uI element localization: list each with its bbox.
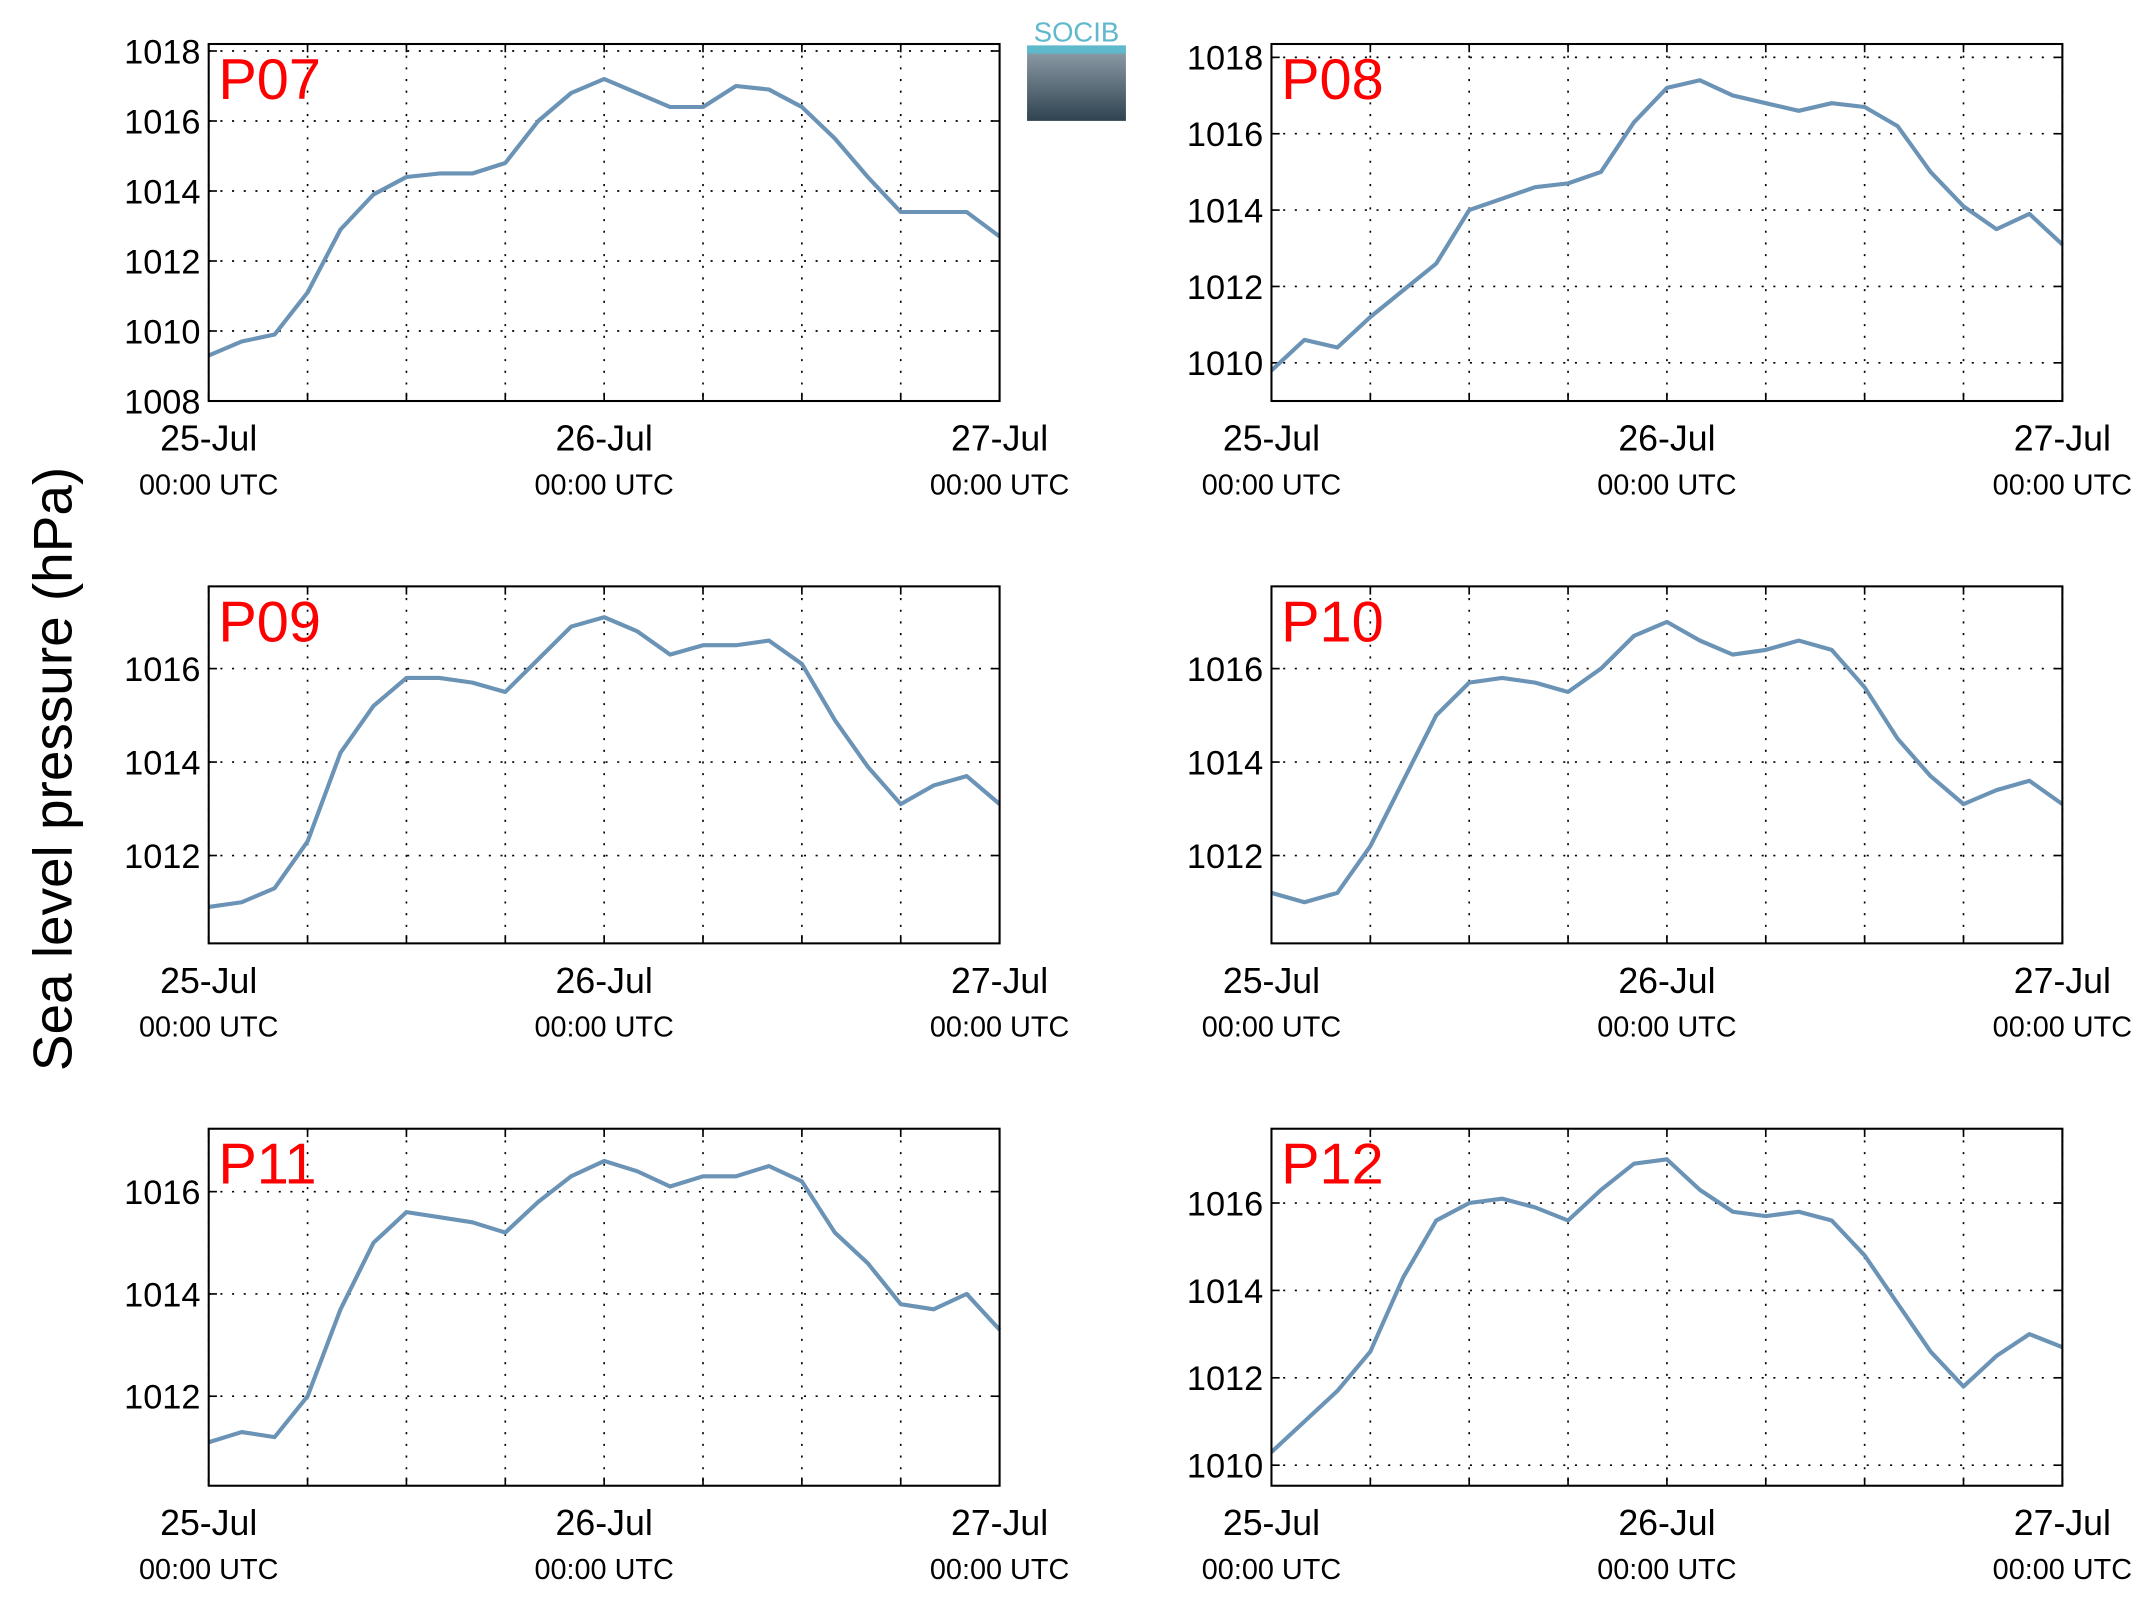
y-tick-label: 1016 [1187, 116, 1263, 154]
panel-label: P12 [1281, 1133, 1384, 1197]
panel: 1012 1014 1016 25-Jul 00:00 UTC 26-Jul 00:00 U… [124, 585, 1069, 1044]
x-tick-sublabel: 00:00 UTC [930, 469, 1069, 501]
x-tick-label: 26-Jul [556, 1503, 653, 1543]
data-line [1270, 1157, 2064, 1454]
axes-frame [1270, 585, 2064, 945]
data-line [1270, 78, 2064, 372]
y-tick-label: 1012 [1187, 1360, 1263, 1398]
x-tick-sublabel: 00:00 UTC [1993, 469, 2132, 501]
y-tick-label: 1012 [1187, 838, 1263, 876]
panel: 1012 1014 1016 25-Jul 00:00 UTC 26-Jul 00:00 U… [124, 1127, 1069, 1586]
y-tick-label: 1018 [1187, 40, 1263, 78]
x-tick-sublabel: 00:00 UTC [139, 469, 278, 501]
x-tick-sublabel: 00:00 UTC [534, 1554, 673, 1586]
y-tick-label: 1012 [124, 838, 200, 876]
y-tick-label: 1014 [1187, 192, 1263, 230]
x-tick-label: 25-Jul [1223, 961, 1320, 1001]
data-line [208, 615, 1001, 909]
y-tick-label: 1018 [124, 33, 200, 71]
x-tick-label: 27-Jul [2014, 418, 2111, 458]
x-tick-sublabel: 00:00 UTC [1202, 1012, 1341, 1044]
logo-block [1027, 52, 1126, 121]
x-tick-sublabel: 00:00 UTC [139, 1012, 278, 1044]
x-tick-label: 25-Jul [1223, 1503, 1320, 1543]
y-tick-label: 1016 [124, 651, 200, 689]
x-tick-sublabel: 00:00 UTC [1597, 1012, 1736, 1044]
y-tick-label: 1008 [124, 383, 200, 421]
x-tick-sublabel: 00:00 UTC [534, 469, 673, 501]
axes-frame [207, 585, 1001, 945]
x-tick-label: 27-Jul [2014, 1503, 2111, 1543]
x-tick-sublabel: 00:00 UTC [1597, 1554, 1736, 1586]
y-tick-label: 1016 [1187, 651, 1263, 689]
y-tick-label: 1014 [1187, 1273, 1263, 1311]
x-tick-label: 25-Jul [160, 961, 257, 1001]
y-tick-label: 1016 [1187, 1185, 1263, 1223]
axes-frame [207, 1127, 1001, 1487]
logo-wave [1027, 45, 1126, 54]
x-tick-label: 26-Jul [1618, 1503, 1715, 1543]
x-tick-label: 27-Jul [951, 961, 1048, 1001]
y-tick-label: 1010 [1187, 345, 1263, 383]
y-axis-label: Sea level pressure (hPa) [21, 467, 83, 1071]
axes-frame [207, 42, 1001, 403]
logo-text: SOCIB [1034, 16, 1119, 47]
x-tick-label: 26-Jul [556, 418, 653, 458]
y-tick-label: 1010 [124, 313, 200, 351]
y-tick-label: 1016 [124, 1174, 200, 1212]
y-tick-label: 1014 [124, 744, 200, 782]
x-tick-sublabel: 00:00 UTC [1202, 1554, 1341, 1586]
x-tick-sublabel: 00:00 UTC [930, 1012, 1069, 1044]
x-tick-label: 25-Jul [1223, 418, 1320, 458]
axes-frame [1270, 42, 2064, 403]
x-tick-label: 25-Jul [160, 1503, 257, 1543]
x-tick-sublabel: 00:00 UTC [1597, 469, 1736, 501]
y-tick-label: 1012 [124, 1379, 200, 1417]
y-tick-label: 1014 [1187, 744, 1263, 782]
panel: 1012 1014 1016 25-Jul 00:00 UTC 26-Jul 00:00 U… [1187, 585, 2132, 1044]
x-tick-label: 27-Jul [2014, 961, 2111, 1001]
logo: SOCIB [1027, 16, 1126, 121]
y-tick-label: 1014 [124, 173, 200, 211]
x-tick-label: 26-Jul [1618, 418, 1715, 458]
y-tick-label: 1012 [1187, 269, 1263, 307]
panel-label: P09 [218, 590, 321, 654]
panel-label: P11 [218, 1133, 316, 1197]
axes-frame [1270, 1127, 2064, 1487]
y-tick-label: 1010 [1187, 1448, 1263, 1486]
panel: 1010 1012 1014 1016 25-Jul 00:00 UTC 26-Jul 00:… [1187, 1127, 2132, 1586]
panel: 1008 1010 1012 1014 1016 1018 25-Jul 00:00 UTC 2… [124, 33, 1069, 501]
y-tick-label: 1016 [124, 103, 200, 141]
x-tick-label: 26-Jul [556, 961, 653, 1001]
x-tick-label: 26-Jul [1618, 961, 1715, 1001]
panel-label: P08 [1281, 48, 1384, 112]
data-line [1270, 619, 2064, 905]
x-tick-label: 25-Jul [160, 418, 257, 458]
x-tick-sublabel: 00:00 UTC [1202, 469, 1341, 501]
x-tick-sublabel: 00:00 UTC [534, 1012, 673, 1044]
y-tick-label: 1014 [124, 1276, 200, 1314]
x-tick-sublabel: 00:00 UTC [930, 1554, 1069, 1586]
data-line [207, 76, 1001, 358]
y-tick-label: 1012 [124, 243, 200, 281]
panel: 1010 1012 1014 1016 1018 25-Jul 00:00 UTC 26-Ju… [1187, 40, 2132, 502]
x-tick-sublabel: 00:00 UTC [1993, 1012, 2132, 1044]
panel-label: P10 [1281, 590, 1384, 654]
x-tick-label: 27-Jul [951, 1503, 1048, 1543]
x-tick-label: 27-Jul [951, 418, 1048, 458]
x-tick-sublabel: 00:00 UTC [139, 1554, 278, 1586]
data-line [208, 1158, 1002, 1445]
x-tick-sublabel: 00:00 UTC [1993, 1554, 2132, 1586]
panel-label: P07 [218, 48, 321, 112]
